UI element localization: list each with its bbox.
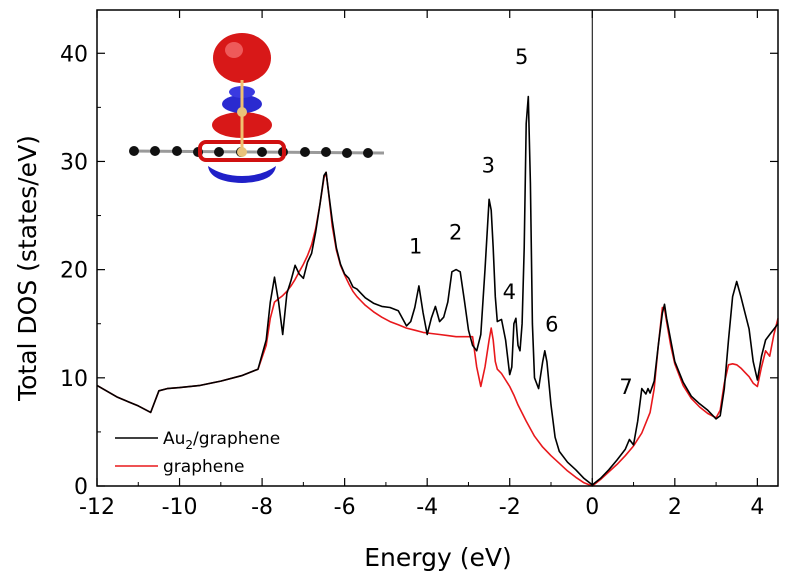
x-tick-label: -12 xyxy=(79,495,115,520)
x-tick-label: 4 xyxy=(750,495,764,520)
legend-label-au2-graphene: Au2/graphene xyxy=(163,429,280,452)
peak-label-4: 4 xyxy=(503,280,516,304)
legend: Au2/graphene graphene xyxy=(115,429,280,477)
y-tick-label: 10 xyxy=(60,367,88,392)
x-tick-label: -2 xyxy=(499,495,521,520)
y-tick-label: 30 xyxy=(60,150,88,175)
peak-annotations: 1 2 3 4 5 6 7 xyxy=(409,45,633,399)
series-line-au2-graphene xyxy=(96,95,779,486)
x-tick-label: -6 xyxy=(334,495,356,520)
inset-structure-image xyxy=(129,33,385,183)
legend-label-graphene: graphene xyxy=(163,457,244,477)
x-tick-label: -10 xyxy=(162,495,198,520)
x-tick-label: -4 xyxy=(416,495,438,520)
peak-label-7: 7 xyxy=(619,375,632,399)
x-tick-label: 0 xyxy=(585,495,599,520)
peak-label-5: 5 xyxy=(515,45,528,69)
y-tick-label: 0 xyxy=(74,475,88,500)
y-axis-title: Total DOS (states/eV) xyxy=(13,135,42,402)
x-tick-label: 2 xyxy=(668,495,682,520)
peak-label-3: 3 xyxy=(482,153,495,177)
x-axis-title: Energy (eV) xyxy=(364,543,511,572)
peak-label-6: 6 xyxy=(545,312,558,336)
x-tick-label: -8 xyxy=(251,495,273,520)
peak-label-1: 1 xyxy=(409,234,422,258)
plot-frame xyxy=(96,9,779,487)
series-line-graphene xyxy=(96,171,779,487)
peak-label-2: 2 xyxy=(449,220,462,244)
y-tick-label: 40 xyxy=(60,42,88,67)
y-tick-label: 20 xyxy=(60,259,88,284)
plot-area xyxy=(96,10,779,487)
